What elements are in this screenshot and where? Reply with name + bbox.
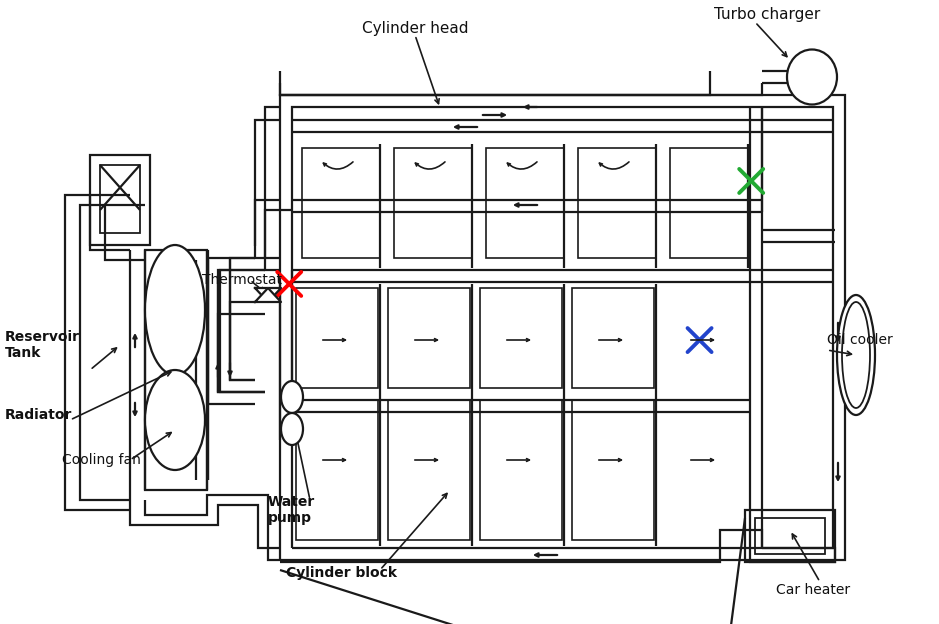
Bar (486, 148, 564, 258)
Bar (745, 510, 835, 562)
Bar (670, 148, 748, 258)
Bar (100, 165, 140, 233)
Bar (296, 288, 378, 388)
Bar (572, 400, 654, 540)
Bar (145, 250, 207, 490)
Bar (296, 400, 378, 540)
Bar (578, 148, 656, 258)
Bar (480, 288, 562, 388)
Text: Thermostat: Thermostat (202, 273, 282, 287)
Ellipse shape (281, 413, 303, 445)
Text: Water
pump: Water pump (268, 495, 316, 525)
Text: Cooling fan: Cooling fan (62, 453, 141, 467)
Ellipse shape (787, 49, 837, 104)
Bar (394, 148, 472, 258)
Polygon shape (255, 288, 281, 302)
Bar (572, 288, 654, 388)
Ellipse shape (837, 295, 875, 415)
Text: Cylinder head: Cylinder head (362, 21, 469, 36)
Polygon shape (255, 288, 281, 302)
Bar (302, 148, 380, 258)
Text: Car heater: Car heater (776, 583, 850, 597)
Bar (388, 400, 470, 540)
Text: Cylinder block: Cylinder block (286, 566, 397, 580)
Text: Radiator: Radiator (5, 408, 72, 422)
Bar (755, 518, 825, 554)
Ellipse shape (281, 381, 303, 413)
Text: Reservoir
Tank: Reservoir Tank (5, 330, 80, 360)
Text: Turbo charger: Turbo charger (714, 7, 821, 22)
Bar (480, 400, 562, 540)
Bar (90, 155, 150, 245)
Ellipse shape (145, 370, 205, 470)
Ellipse shape (842, 302, 870, 408)
Ellipse shape (145, 245, 205, 375)
Text: Oil cooler: Oil cooler (827, 333, 893, 347)
Bar (388, 288, 470, 388)
